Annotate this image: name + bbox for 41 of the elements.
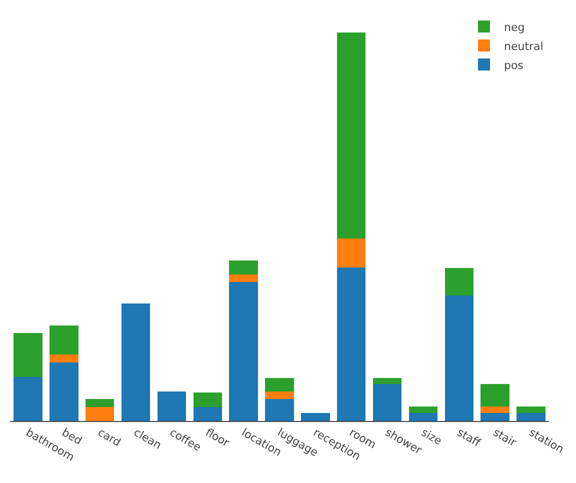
x-tick-label: stair [490, 426, 519, 450]
bar [336, 268, 366, 421]
bar [408, 412, 438, 421]
bar [50, 354, 78, 363]
bar [229, 260, 258, 275]
legend-label: pos [504, 58, 524, 72]
x-tick-label: card [96, 426, 123, 450]
bar [301, 412, 330, 421]
bar [157, 391, 186, 421]
bar [265, 378, 294, 392]
bar [516, 412, 546, 421]
bar [480, 412, 510, 421]
bar [193, 392, 222, 408]
bar [193, 407, 222, 421]
bar [408, 406, 438, 413]
legend-label: neutral [504, 40, 544, 53]
legend-label: neg [504, 20, 525, 34]
bar [516, 406, 546, 413]
bar [444, 268, 474, 296]
bar [336, 238, 366, 268]
x-tick-label: size [418, 426, 444, 448]
bar [14, 377, 42, 421]
bar [85, 399, 114, 408]
bar [480, 406, 510, 413]
bar [265, 391, 294, 400]
bar [85, 407, 114, 421]
bar [372, 378, 402, 384]
x-tick-label: staff [454, 426, 483, 450]
bar [265, 399, 294, 421]
bar [229, 274, 258, 282]
bar [444, 296, 474, 421]
bar [336, 32, 366, 238]
bar [229, 282, 258, 421]
bar [480, 384, 510, 407]
bar [372, 384, 402, 421]
x-tick-label: floor [203, 426, 232, 450]
bar [14, 333, 42, 378]
bar [50, 325, 78, 355]
bar [121, 303, 150, 421]
x-tick-label: clean [132, 426, 164, 452]
bar [50, 362, 78, 421]
